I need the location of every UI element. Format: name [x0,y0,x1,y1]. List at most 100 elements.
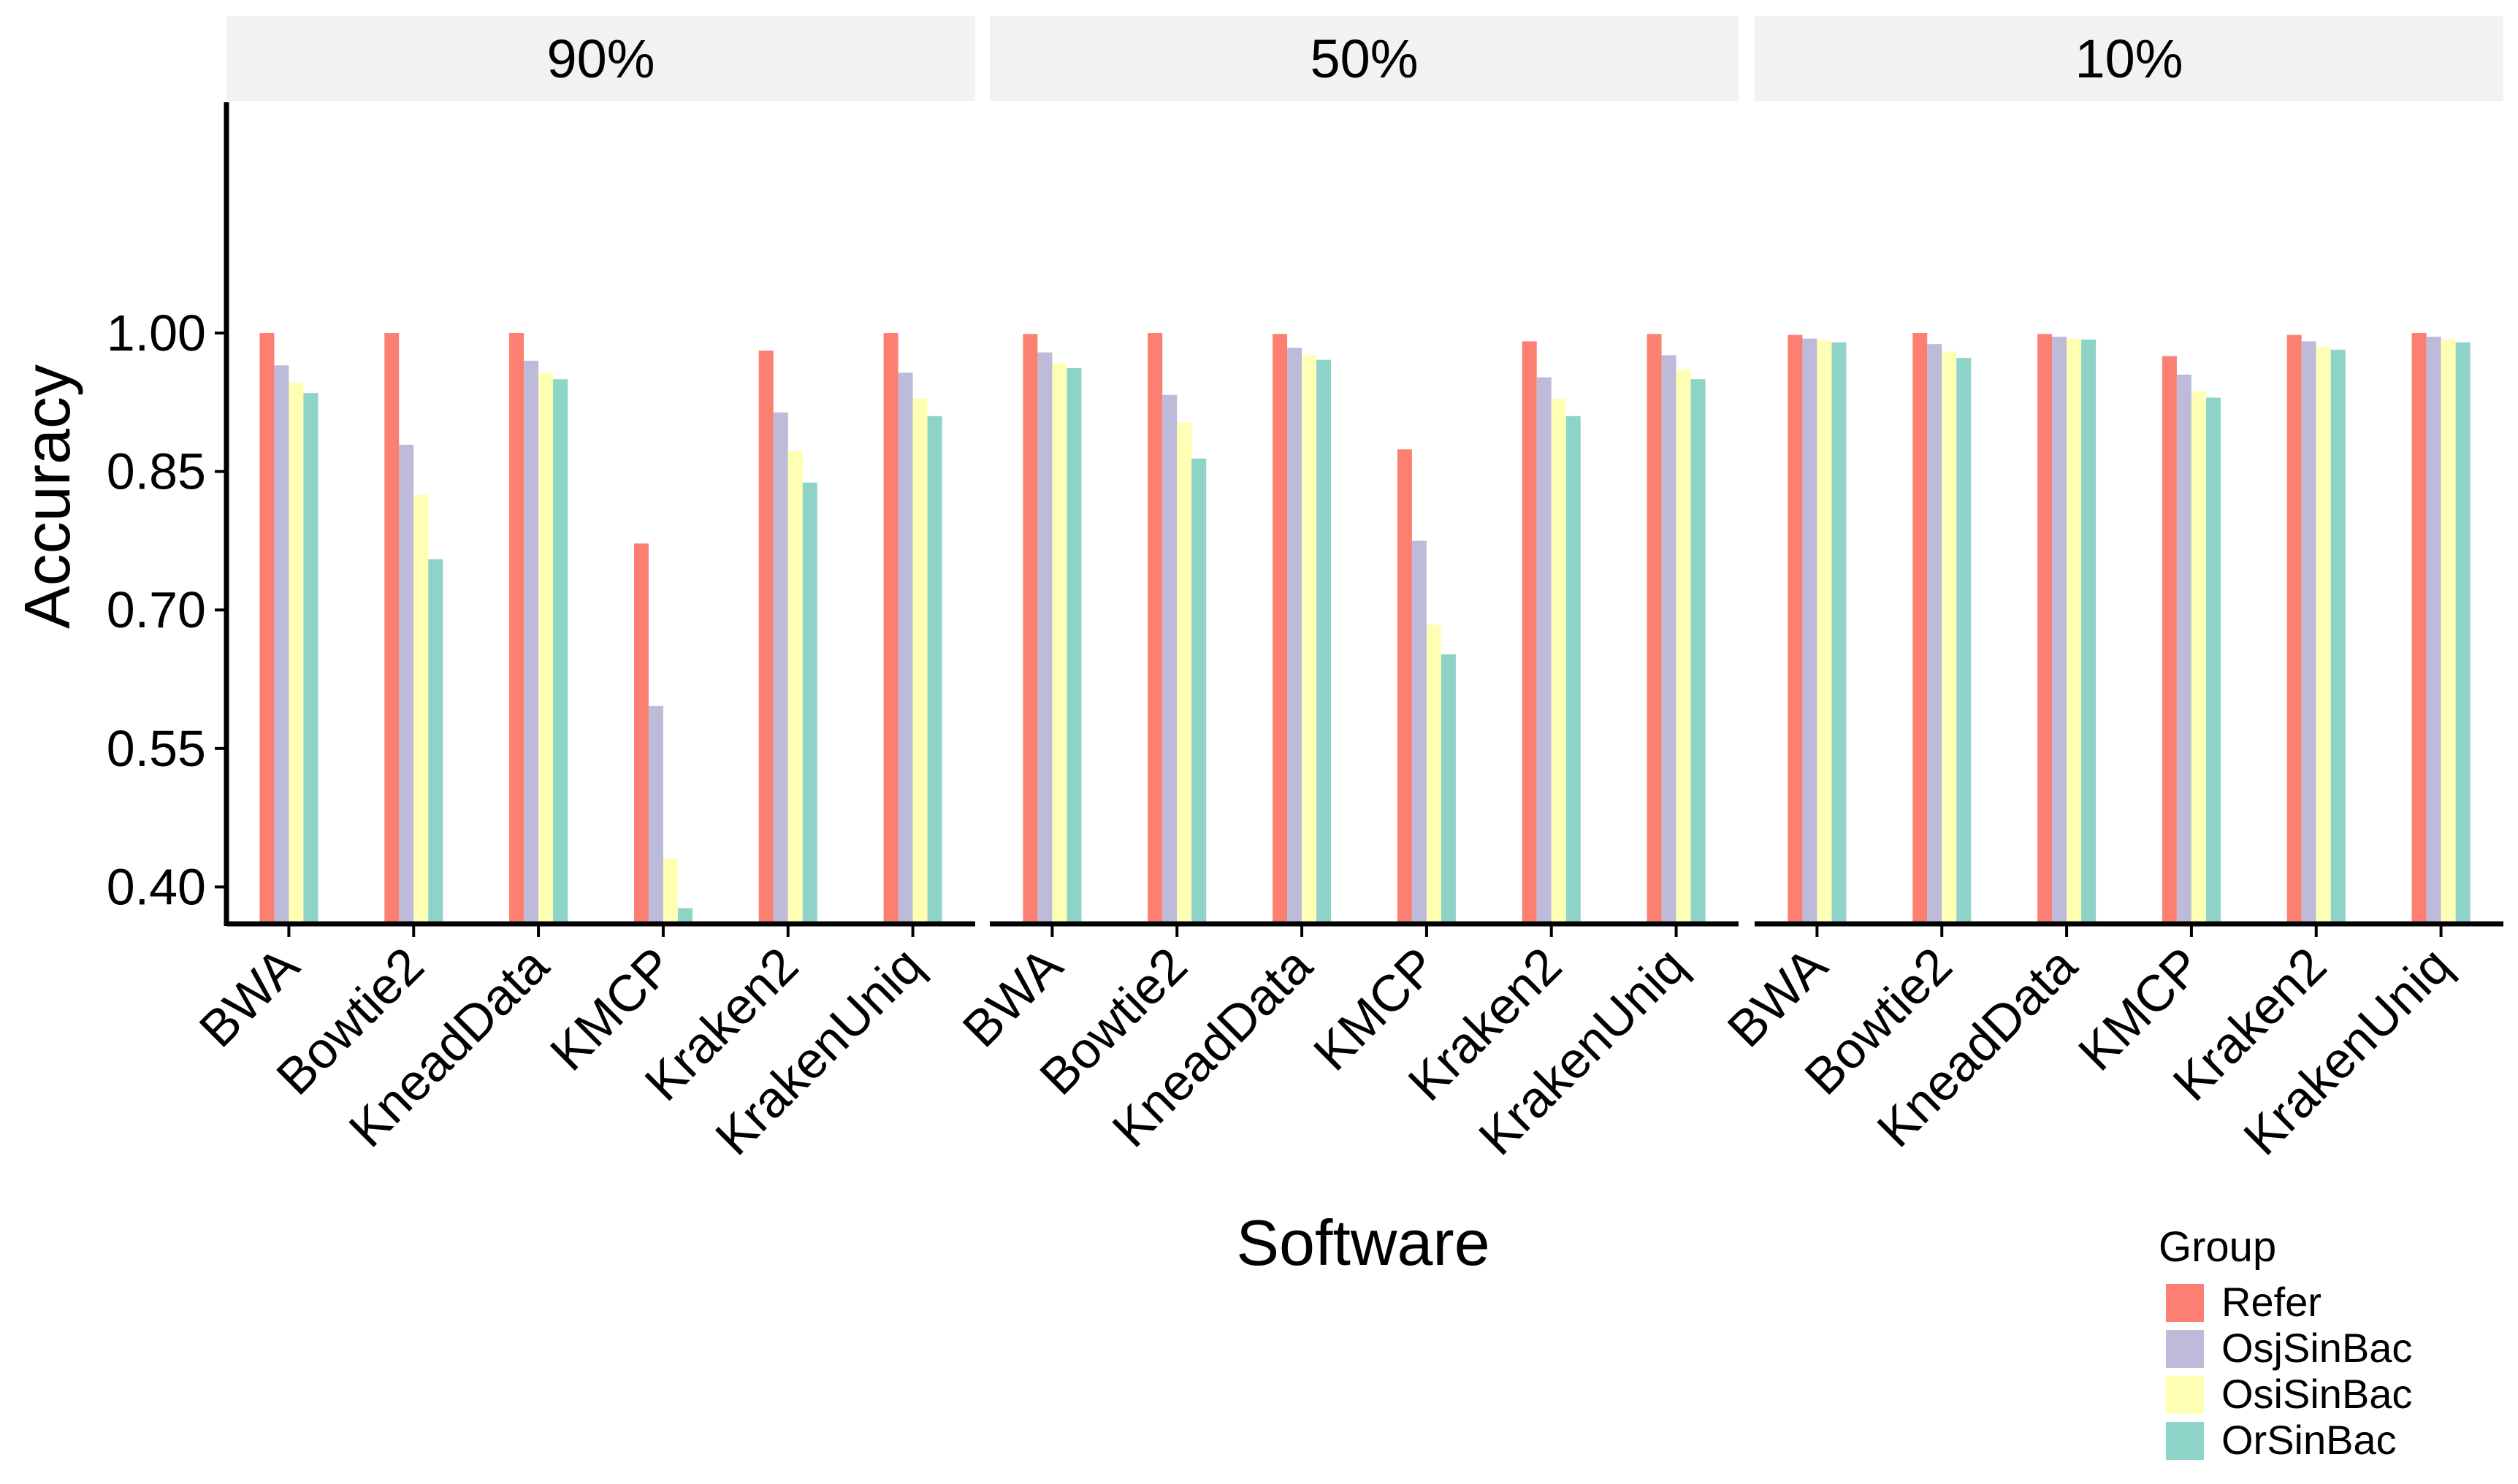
facet-strips: 90% 50% 10% [226,16,2503,101]
bar [1927,344,1942,924]
y-tick-label: 0.85 [107,443,206,500]
bar [2316,346,2331,924]
facet-strip-0 [226,16,975,101]
bar [1316,359,1332,924]
bar [274,365,289,924]
legend-label: OsjSinBac [2221,1325,2412,1371]
bar [2162,356,2177,924]
bar [1956,358,1972,924]
x-axis-title: Software [1236,1206,1489,1279]
bar [2286,334,2302,925]
legend-label: OsiSinBac [2221,1371,2412,1417]
bar [633,543,649,924]
bar [1426,624,1441,924]
y-tick-label: 0.70 [107,581,206,638]
bar [1817,340,1832,924]
bar [1037,352,1053,925]
bar [1191,458,1207,924]
facet-label: 50% [1310,28,1418,89]
bar [2411,333,2427,924]
bar [1831,342,1847,924]
bar [1052,363,1067,924]
bar [1177,422,1192,924]
bar [2455,342,2471,924]
legend-label: OrSinBac [2221,1417,2397,1463]
facet-label: 90% [546,28,655,89]
bar [428,559,443,924]
bar [898,372,913,924]
bar [1802,338,1817,924]
bar [2330,349,2346,924]
facet-label: 10% [2075,28,2183,89]
bar [648,705,663,924]
y-axis-title: Accuracy [11,364,83,629]
bar [1522,341,1537,924]
bar [413,494,429,924]
bar [303,393,318,924]
bar [2081,339,2097,924]
bar [663,858,678,924]
bar [1302,355,1317,924]
bar [399,444,414,924]
legend-key [2166,1376,2204,1414]
bar [1067,368,1082,925]
legend-title: Group [2159,1223,2276,1271]
bar [2067,338,2082,924]
bar [509,333,524,924]
legend-key [2166,1284,2204,1322]
bar [2176,374,2191,924]
bar [883,333,899,924]
bar [524,360,539,924]
bar [1661,355,1676,924]
bar [1023,334,1038,924]
bar [384,333,400,924]
bar [758,351,774,924]
y-tick-label: 0.55 [107,720,206,777]
y-tick-label: 1.00 [107,305,206,362]
bar [773,412,788,924]
bar [2301,341,2316,924]
facet-strip-2 [1755,16,2503,101]
bar [1287,348,1302,924]
bar [553,379,568,924]
bar [1788,334,1803,925]
bar [1441,654,1456,924]
bar [1397,449,1412,924]
bar [1162,394,1178,924]
bar [289,383,304,924]
bar [677,908,693,924]
bar [1565,416,1581,924]
bar [259,333,275,924]
bar [1536,377,1552,924]
bar [927,416,942,924]
bar [1148,333,1163,924]
bar [1411,540,1427,924]
bar [912,398,928,924]
bar [1273,334,1288,924]
bar [1551,398,1566,924]
bar [2052,337,2067,925]
bar [2426,337,2441,925]
bar [1690,379,1706,924]
bar [2441,339,2456,924]
bar [1676,370,1691,925]
bar [1647,334,1662,924]
bar [2191,391,2206,924]
bars-layer [259,333,2471,925]
bar [1912,333,1928,924]
bar [787,451,803,924]
legend-label: Refer [2221,1279,2321,1325]
facet-strip-1 [990,16,1739,101]
bar [2037,334,2053,924]
legend-key [2166,1330,2204,1368]
bar [538,372,554,924]
axes-layer [215,102,2503,937]
bar [2205,397,2221,924]
bar [1942,351,1957,925]
bar [802,482,817,924]
legend-key [2166,1422,2204,1460]
y-tick-label: 0.40 [107,858,206,915]
